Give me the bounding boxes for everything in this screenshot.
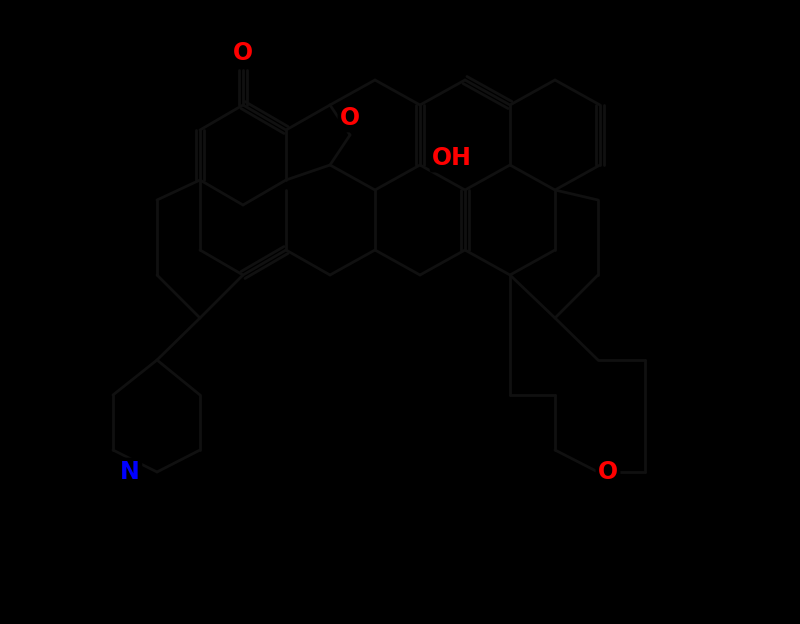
Text: OH: OH (432, 146, 472, 170)
Text: N: N (120, 460, 140, 484)
Text: O: O (598, 460, 618, 484)
Text: O: O (340, 106, 360, 130)
Text: O: O (233, 41, 253, 65)
